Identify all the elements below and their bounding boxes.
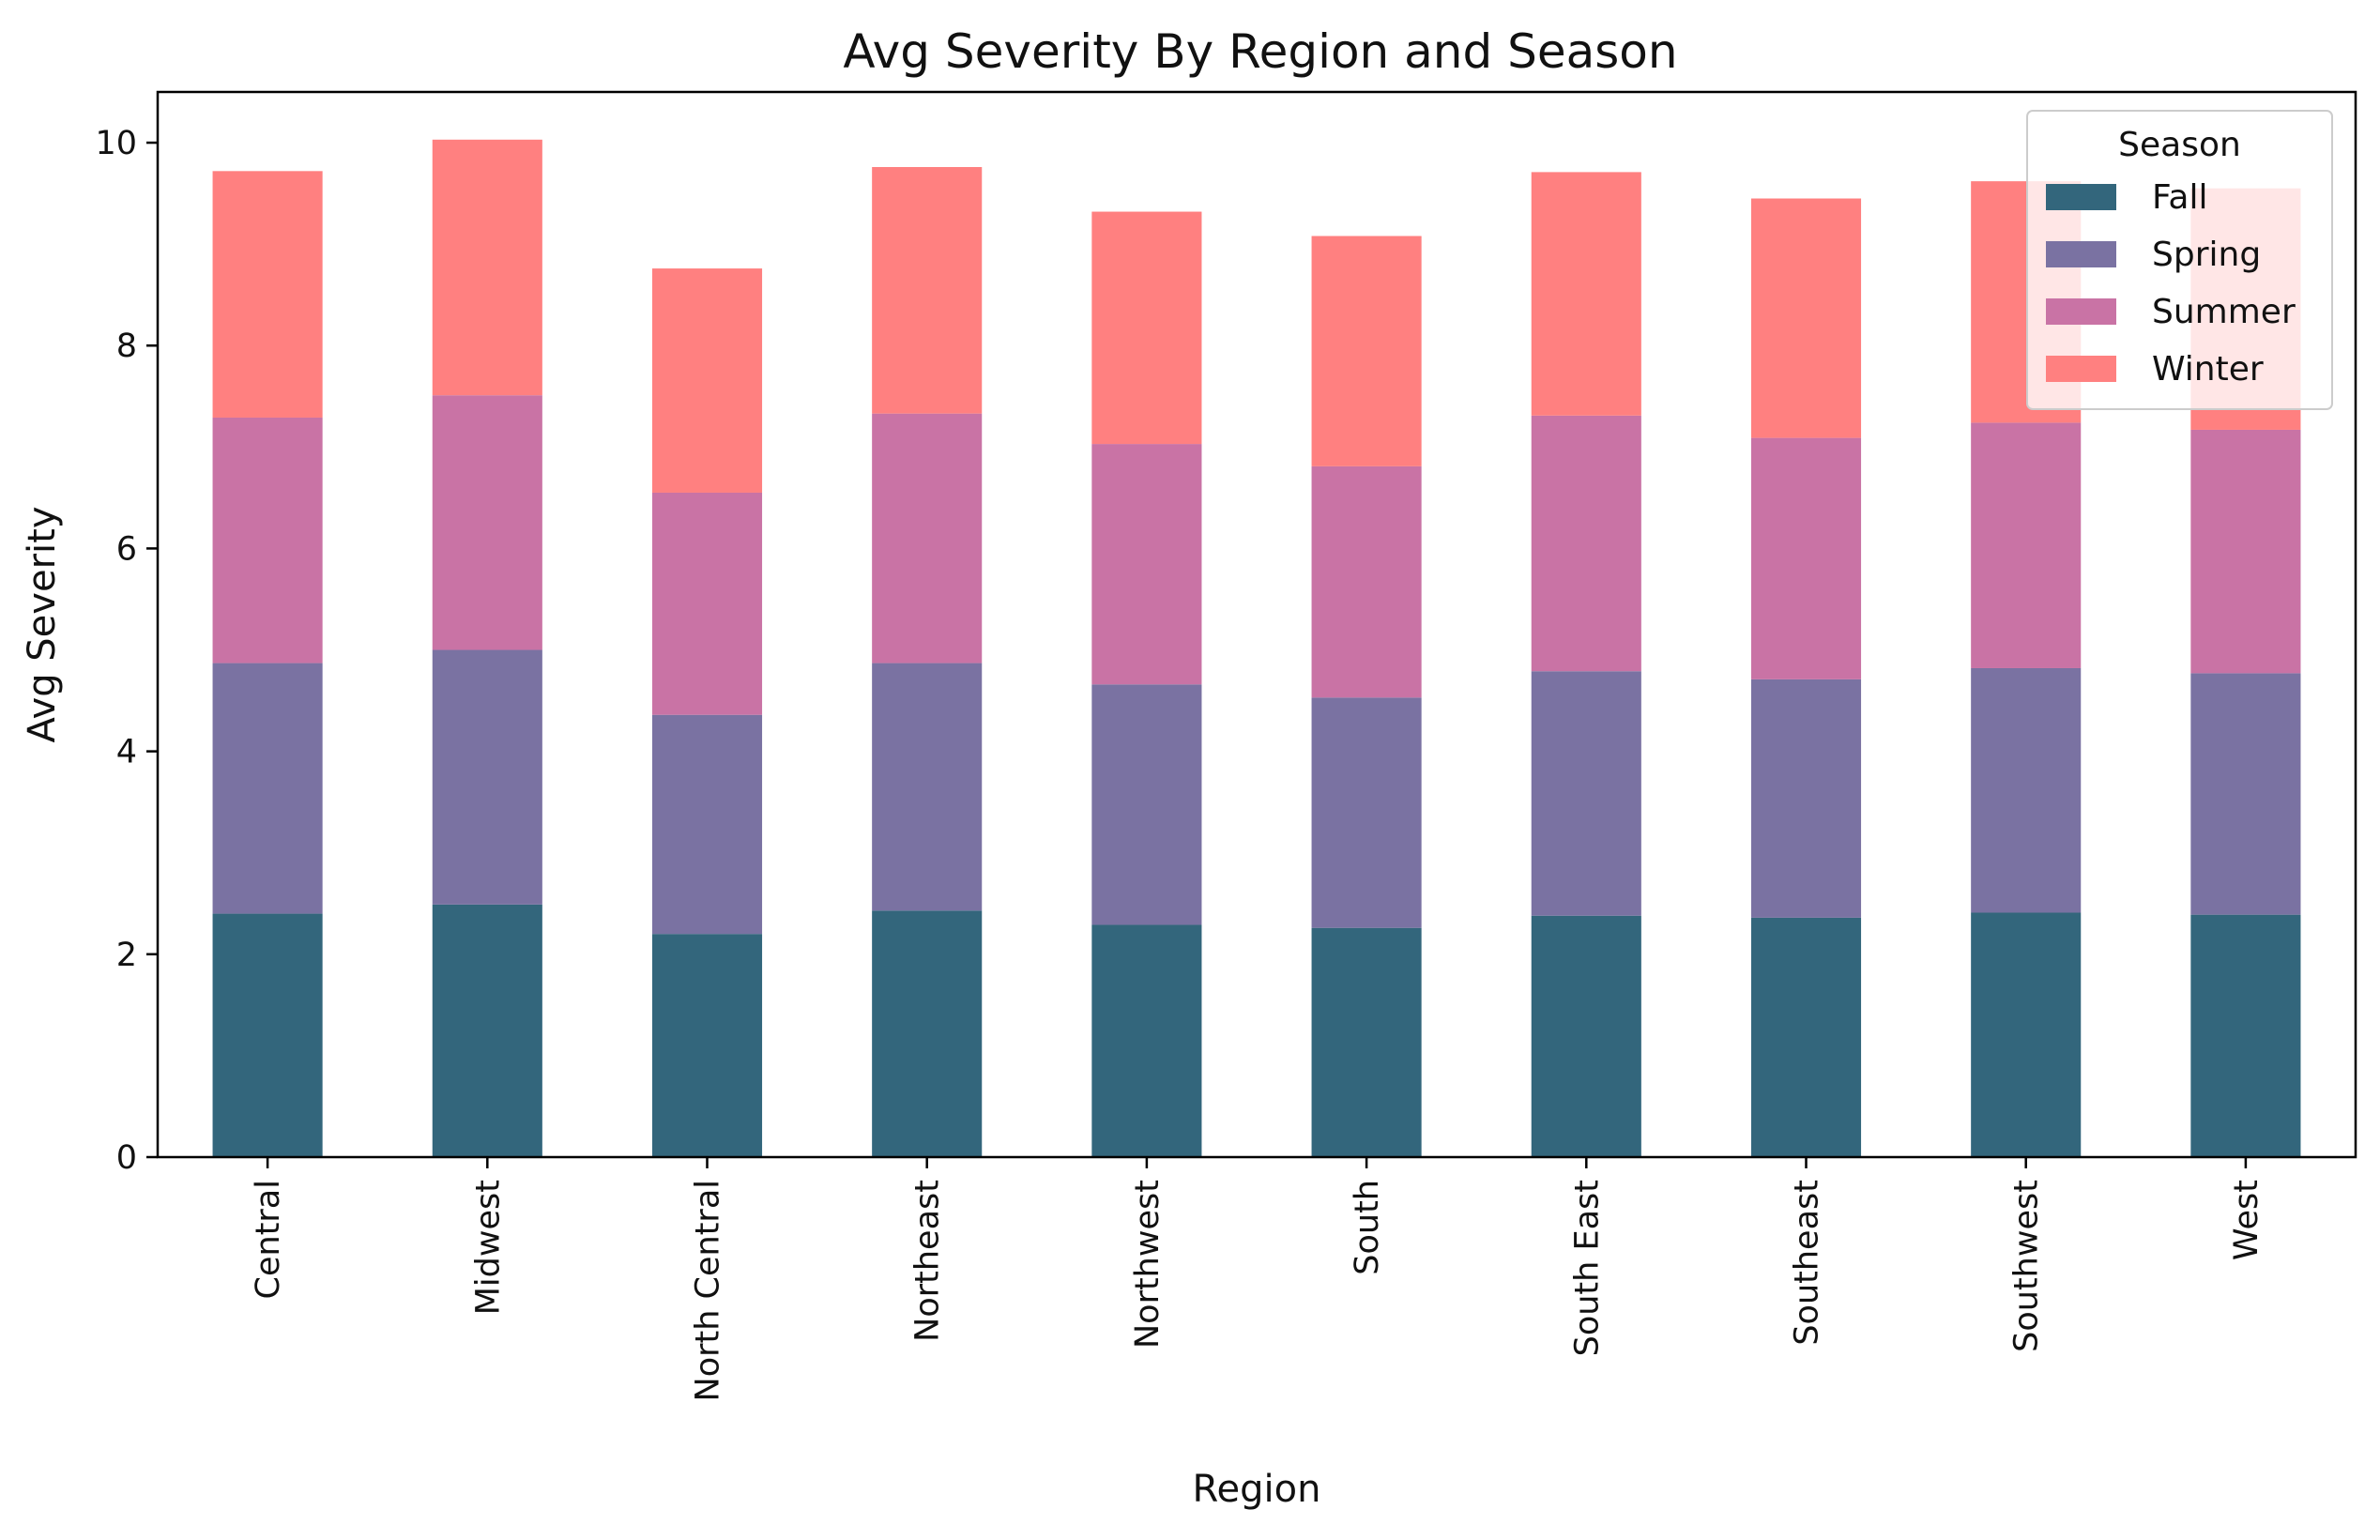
bar-spring-central (212, 663, 323, 914)
bar-spring-south-east (1531, 671, 1641, 916)
bar-spring-northwest (1091, 684, 1202, 925)
legend-label-fall: Fall (2152, 178, 2207, 217)
y-tick-label: 4 (116, 734, 137, 771)
bar-winter-midwest (432, 139, 542, 396)
bar-fall-central (212, 913, 323, 1157)
legend-label-summer: Summer (2152, 293, 2296, 331)
bar-winter-southeast (1750, 198, 1862, 438)
bar-spring-west (2190, 673, 2301, 915)
x-tick-label: Northwest (1129, 1180, 1167, 1349)
bar-winter-central (212, 171, 323, 418)
y-axis: 0 2 4 6 8 10 (95, 125, 158, 1177)
x-tick-label: South (1349, 1180, 1386, 1275)
x-tick-label: North Central (690, 1180, 727, 1401)
bar-winter-northwest (1091, 211, 1202, 445)
x-tick-label: West (2228, 1180, 2266, 1260)
bar-spring-south (1311, 697, 1422, 928)
bar-spring-southeast (1750, 679, 1862, 918)
legend-swatch-fall (2046, 184, 2116, 210)
legend-title: Season (2118, 126, 2241, 164)
legend: Season Fall Spring Summer Winter (2026, 110, 2333, 410)
plot-frame (156, 90, 2357, 1159)
bar-summer-south-east (1531, 415, 1641, 672)
legend-swatch-summer (2046, 298, 2116, 325)
bar-summer-southwest (1971, 422, 2082, 668)
bar-fall-northeast (872, 910, 983, 1157)
bar-winter-north-central (651, 268, 763, 493)
bar-summer-central (212, 417, 323, 663)
chart-title: Avg Severity By Region and Season (843, 24, 1677, 79)
bar-fall-south-east (1531, 915, 1641, 1157)
bars-layer (212, 139, 2301, 1157)
legend-swatch-winter (2046, 356, 2116, 382)
legend-label-winter: Winter (2152, 350, 2264, 389)
x-tick-label: Southwest (2008, 1180, 2046, 1352)
bar-spring-midwest (432, 649, 542, 905)
bar-summer-northwest (1091, 444, 1202, 685)
bar-summer-northeast (872, 413, 983, 663)
bar-spring-southwest (1971, 667, 2082, 913)
x-axis: Central Midwest North Central Northeast Nort… (250, 1157, 2266, 1401)
legend-label-spring: Spring (2152, 236, 2261, 274)
bar-summer-south (1311, 465, 1422, 698)
x-axis-label: Region (1193, 1468, 1321, 1511)
bar-fall-north-central (651, 934, 763, 1157)
y-tick-label: 0 (116, 1139, 137, 1177)
y-tick-label: 6 (116, 530, 137, 568)
y-tick-label: 2 (116, 937, 137, 974)
x-tick-label: Northeast (909, 1180, 947, 1342)
bar-fall-southwest (1971, 912, 2082, 1157)
bar-fall-midwest (432, 904, 542, 1157)
bar-spring-northeast (872, 663, 983, 911)
y-tick-label: 8 (116, 328, 137, 365)
x-tick-label: South East (1568, 1180, 1606, 1356)
bar-summer-southeast (1750, 437, 1862, 679)
bar-fall-west (2190, 914, 2301, 1157)
bar-summer-north-central (651, 492, 763, 715)
bar-winter-south-east (1531, 172, 1641, 416)
bar-spring-north-central (651, 714, 763, 935)
x-tick-label: Southeast (1789, 1180, 1826, 1346)
x-tick-label: Midwest (469, 1180, 507, 1315)
bar-winter-south (1311, 236, 1422, 466)
x-tick-label: Central (250, 1180, 287, 1299)
bar-fall-southeast (1750, 917, 1862, 1157)
y-axis-label: Avg Severity (21, 507, 64, 743)
bar-fall-northwest (1091, 924, 1202, 1157)
bar-summer-west (2190, 429, 2301, 674)
y-tick-label: 10 (95, 125, 137, 162)
bar-fall-south (1311, 927, 1422, 1157)
bar-summer-midwest (432, 395, 542, 650)
bar-winter-northeast (872, 166, 983, 414)
legend-swatch-spring (2046, 241, 2116, 267)
